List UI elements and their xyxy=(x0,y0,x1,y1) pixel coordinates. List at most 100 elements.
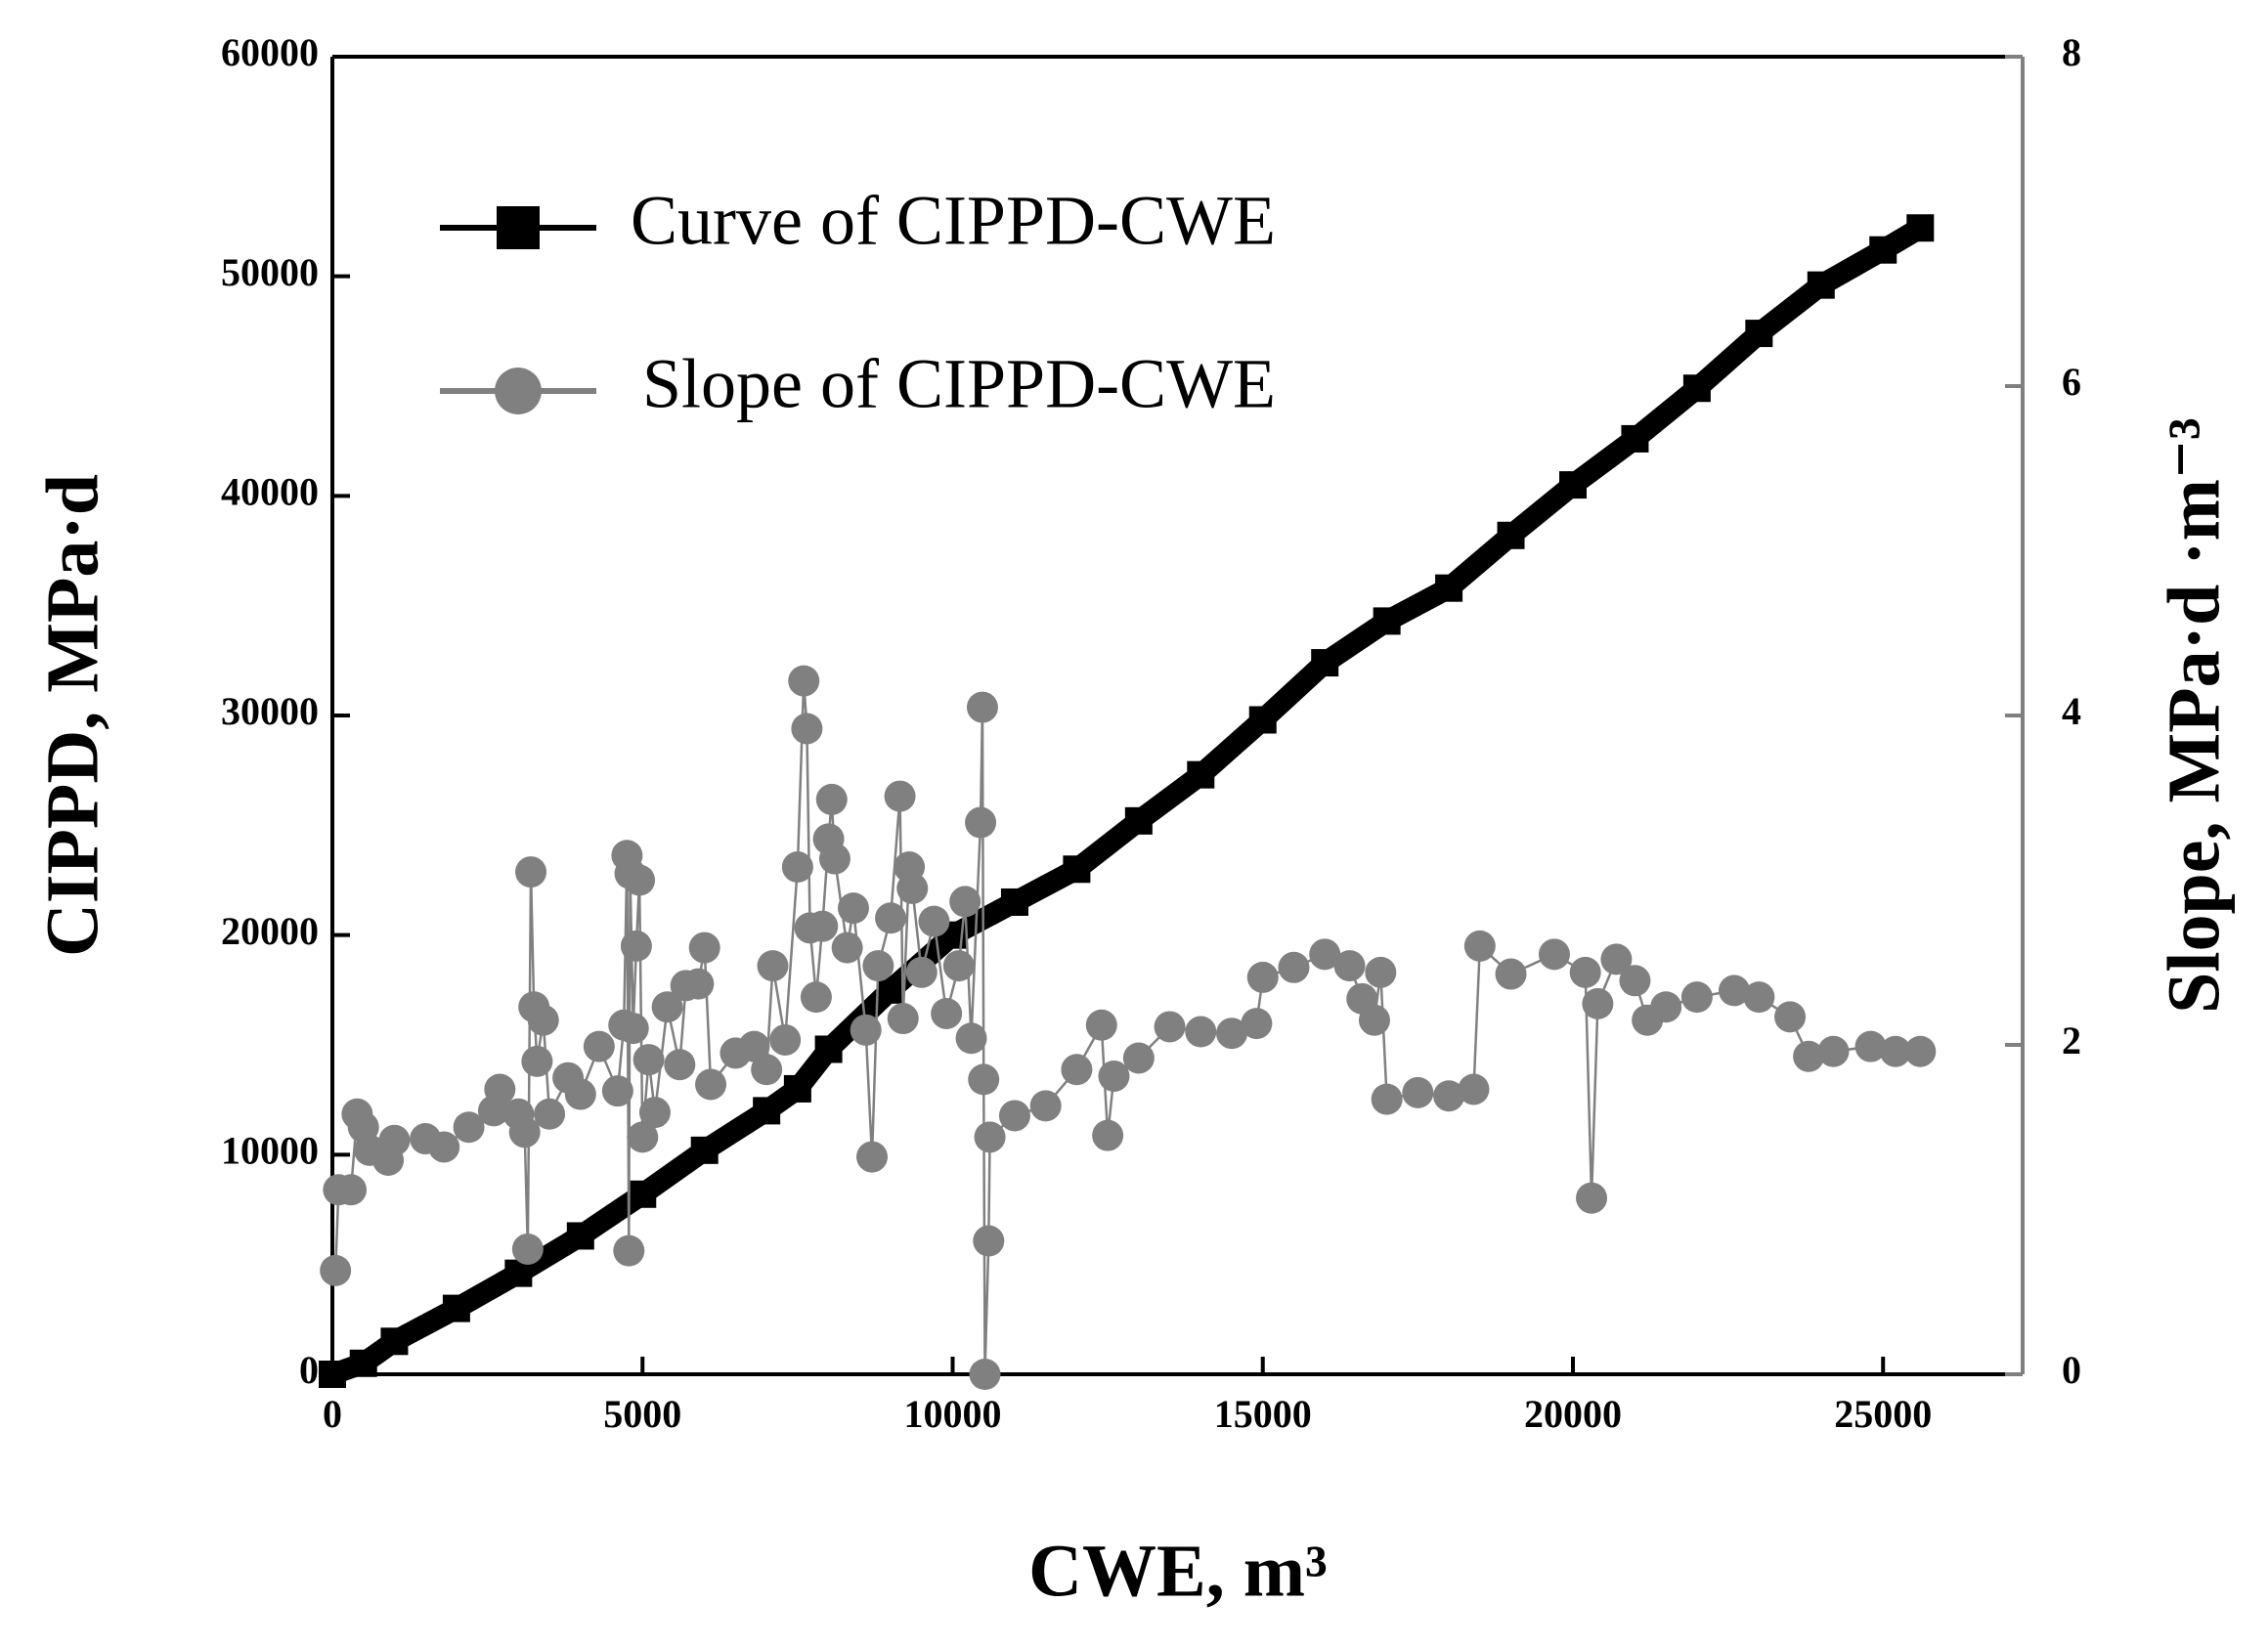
marker xyxy=(1774,1001,1807,1033)
legend-label: Slope of CIPPD-CWE xyxy=(642,345,1276,423)
marker xyxy=(1745,320,1773,348)
marker xyxy=(1241,1008,1273,1040)
y-tick-label: 60000 xyxy=(221,30,319,74)
marker xyxy=(751,1054,783,1086)
y-tick-label: 30000 xyxy=(221,689,319,733)
marker xyxy=(1124,806,1153,835)
marker xyxy=(875,902,907,934)
marker xyxy=(974,1121,1006,1153)
marker xyxy=(918,905,950,937)
marker xyxy=(1650,991,1682,1023)
marker xyxy=(1854,1030,1887,1062)
marker xyxy=(757,950,789,982)
marker xyxy=(949,886,981,918)
x-tick-label: 5000 xyxy=(603,1392,681,1436)
marker xyxy=(320,1254,352,1286)
marker xyxy=(791,713,823,745)
marker xyxy=(1371,1083,1403,1115)
marker xyxy=(515,856,547,888)
marker xyxy=(1621,424,1649,453)
marker xyxy=(1185,1016,1217,1048)
marker xyxy=(1569,956,1601,988)
marker xyxy=(1435,574,1463,602)
y-tick-label: 50000 xyxy=(221,250,319,294)
legend-label: Curve of CIPPD-CWE xyxy=(631,182,1276,260)
marker xyxy=(814,1035,843,1063)
marker xyxy=(1600,943,1633,975)
marker xyxy=(695,1068,727,1101)
marker xyxy=(651,991,683,1023)
marker xyxy=(1463,930,1496,962)
x-tick-label: 25000 xyxy=(1834,1392,1932,1436)
marker xyxy=(638,1097,671,1129)
marker xyxy=(1619,965,1651,997)
marker xyxy=(1092,1119,1124,1151)
marker xyxy=(378,1124,411,1156)
marker xyxy=(624,864,656,896)
marker xyxy=(1582,987,1614,1019)
marker xyxy=(1246,961,1279,993)
marker xyxy=(969,1359,1001,1390)
marker xyxy=(1122,1042,1155,1074)
marker xyxy=(428,1131,460,1163)
marker xyxy=(335,1174,368,1206)
marker xyxy=(349,1349,377,1377)
marker xyxy=(955,1022,987,1055)
y-tick-label: 0 xyxy=(299,1348,319,1392)
marker xyxy=(965,806,997,839)
marker xyxy=(629,1180,657,1208)
series-line xyxy=(333,680,1921,1375)
marker xyxy=(1098,1061,1130,1093)
marker xyxy=(931,997,963,1029)
marker xyxy=(738,1030,770,1062)
marker xyxy=(1029,1090,1062,1122)
marker xyxy=(453,1111,485,1144)
marker xyxy=(1154,1011,1186,1043)
y2-tick-label: 2 xyxy=(2062,1018,2081,1062)
marker xyxy=(664,1049,696,1081)
y-tick-label: 20000 xyxy=(221,909,319,953)
marker xyxy=(783,1074,811,1103)
series xyxy=(319,214,1935,1388)
marker xyxy=(781,851,813,884)
marker xyxy=(905,956,938,988)
marker xyxy=(973,1225,1005,1257)
marker xyxy=(1309,938,1341,971)
marker xyxy=(527,1004,559,1036)
marker xyxy=(1063,855,1091,884)
marker xyxy=(564,1078,596,1110)
marker xyxy=(1085,1009,1117,1041)
marker xyxy=(319,1361,346,1388)
marker xyxy=(850,1014,882,1046)
y2-tick-label: 6 xyxy=(2062,360,2081,404)
y2-tick-label: 4 xyxy=(2062,689,2081,733)
marker xyxy=(632,1044,665,1076)
marker xyxy=(966,691,998,723)
marker xyxy=(831,931,863,964)
y-tick-label: 40000 xyxy=(221,470,319,514)
marker xyxy=(1906,214,1935,242)
x-tick-label: 15000 xyxy=(1214,1392,1312,1436)
marker xyxy=(942,950,975,982)
marker xyxy=(511,1233,544,1265)
marker xyxy=(1817,1035,1850,1067)
marker xyxy=(887,1003,919,1035)
marker xyxy=(1358,1004,1390,1036)
legend-marker xyxy=(497,206,540,249)
y2-tick-label: 0 xyxy=(2062,1348,2081,1392)
marker xyxy=(856,1141,889,1173)
marker xyxy=(1558,471,1587,499)
marker xyxy=(534,1098,566,1130)
marker xyxy=(1311,649,1339,677)
marker xyxy=(1402,1076,1434,1108)
y-tick-label: 10000 xyxy=(221,1129,319,1173)
marker xyxy=(815,783,848,815)
x-axis-title: CWE, m³ xyxy=(1028,1530,1328,1612)
legend-marker xyxy=(495,368,542,414)
marker xyxy=(1495,958,1527,990)
x-tick-label: 10000 xyxy=(903,1392,1001,1436)
marker xyxy=(620,930,652,962)
marker xyxy=(601,1075,633,1107)
marker xyxy=(753,1097,781,1125)
